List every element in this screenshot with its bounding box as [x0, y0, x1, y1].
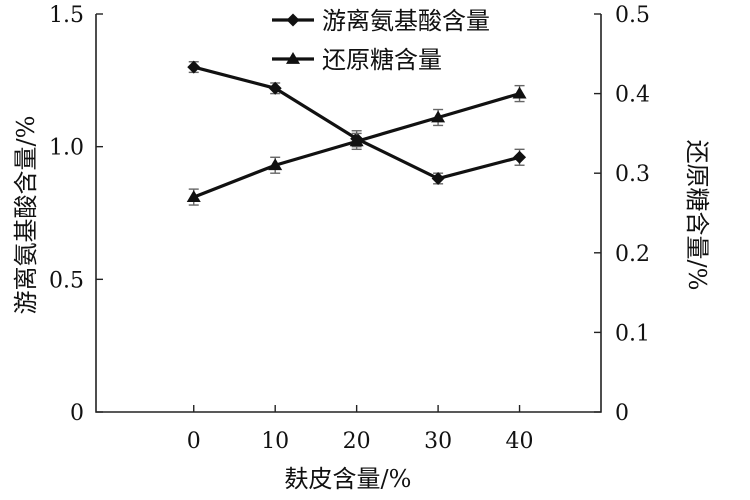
series-layer	[186, 60, 527, 206]
y-left-tick-label: 0	[70, 401, 84, 426]
y-right-tick-label: 0.5	[615, 3, 650, 28]
x-tick-label: 0	[187, 429, 201, 454]
data-point	[431, 172, 445, 186]
data-point	[431, 110, 446, 123]
data-point	[349, 134, 364, 147]
axis-frame	[95, 14, 602, 413]
y-axis-left-label: 游离氨基酸含量/%	[12, 116, 40, 315]
data-point	[187, 60, 201, 74]
data-point	[268, 158, 283, 171]
x-tick-label: 10	[261, 429, 289, 454]
y-right-tick-label: 0.2	[615, 242, 650, 267]
legend-marker	[286, 13, 300, 27]
data-point	[186, 190, 201, 202]
y-left-tick-label: 1.0	[49, 136, 84, 161]
y-right-tick-label: 0.1	[615, 321, 650, 346]
x-tick-label: 40	[506, 429, 534, 454]
axes	[95, 14, 602, 413]
series-1	[187, 60, 527, 186]
legend-label: 还原糖含量	[322, 46, 442, 74]
series-line	[193, 65, 520, 181]
legend-label: 游离氨基酸含量	[322, 7, 490, 35]
ticks: 0 10 20 30 40 0 0.5 1.0 1.5 0 0.1 0.2 0.3 0.4 0.5	[49, 3, 650, 454]
x-tick-label: 30	[424, 429, 452, 454]
series-2	[186, 84, 527, 206]
data-point	[513, 150, 527, 164]
x-tick-label: 20	[343, 429, 371, 454]
data-point	[268, 81, 282, 95]
data-point	[512, 86, 527, 99]
x-axis-label: 麸皮含量/%	[285, 465, 412, 493]
y-right-tick-label: 0.4	[615, 83, 650, 108]
y-left-tick-label: 0.5	[49, 268, 84, 293]
y-right-tick-label: 0	[615, 401, 629, 426]
y-axis-right-label: 还原糖含量/%	[683, 140, 711, 291]
y-left-tick-label: 1.5	[49, 3, 84, 28]
y-right-tick-label: 0.3	[615, 162, 650, 187]
legend-marker	[286, 52, 300, 64]
